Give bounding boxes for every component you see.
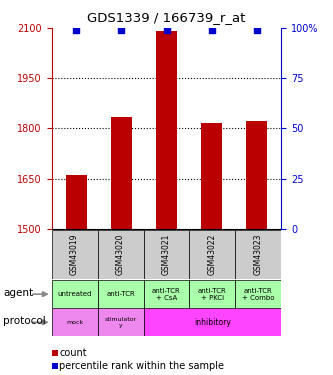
Bar (189, 280, 235, 308)
Bar (144, 230, 189, 279)
Text: untreated: untreated (57, 291, 92, 297)
Text: anti-TCR
+ CsA: anti-TCR + CsA (152, 288, 181, 301)
Bar (52, 230, 98, 279)
Bar (144, 280, 189, 308)
Bar (144, 308, 281, 336)
Text: anti-TCR
+ PKCi: anti-TCR + PKCi (198, 288, 227, 301)
Text: agent: agent (3, 288, 33, 298)
Text: GSM43019: GSM43019 (70, 234, 79, 275)
Bar (157, 32, 176, 229)
Bar (201, 123, 222, 229)
Text: protocol: protocol (3, 316, 46, 326)
Text: percentile rank within the sample: percentile rank within the sample (59, 361, 224, 370)
Bar (235, 280, 281, 308)
Text: GSM43020: GSM43020 (116, 234, 125, 275)
Text: inhibitory: inhibitory (194, 318, 231, 327)
Text: GSM43022: GSM43022 (208, 234, 217, 275)
Bar (66, 175, 87, 229)
Bar (246, 121, 267, 229)
Bar (52, 280, 98, 308)
Text: mock: mock (66, 320, 83, 325)
Title: GDS1339 / 166739_r_at: GDS1339 / 166739_r_at (87, 11, 246, 24)
Text: anti-TCR: anti-TCR (106, 291, 135, 297)
Bar (98, 230, 144, 279)
Bar (189, 230, 235, 279)
Bar (98, 308, 144, 336)
Text: anti-TCR
+ Combo: anti-TCR + Combo (242, 288, 275, 301)
Bar (52, 308, 98, 336)
Text: count: count (59, 348, 87, 357)
Text: GSM43023: GSM43023 (254, 234, 263, 275)
Bar (98, 280, 144, 308)
Text: stimulator
y: stimulator y (105, 317, 137, 328)
Text: GSM43021: GSM43021 (162, 234, 171, 275)
Bar (235, 230, 281, 279)
Bar (111, 117, 132, 229)
